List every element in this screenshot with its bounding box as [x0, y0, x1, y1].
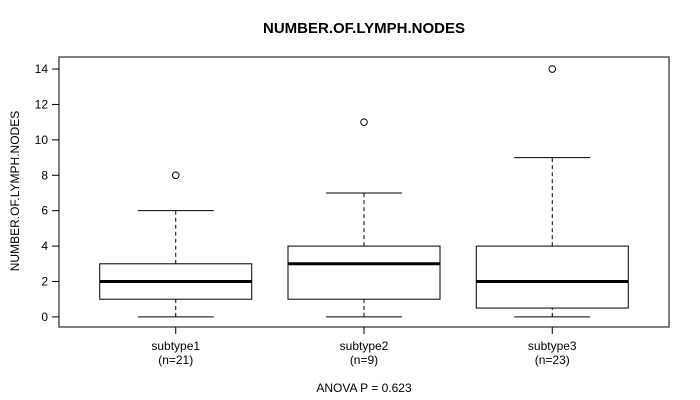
y-tick-label: 6 [41, 204, 48, 218]
anova-annotation: ANOVA P = 0.623 [316, 381, 412, 395]
y-tick-label: 12 [35, 97, 49, 111]
group-label: subtype1 [151, 339, 200, 353]
y-tick-label: 2 [41, 274, 48, 288]
y-tick-label: 8 [41, 168, 48, 182]
group-count-label: (n=23) [535, 353, 570, 367]
y-tick-label: 14 [35, 62, 49, 76]
outlier-point [360, 118, 368, 126]
group-label: subtype3 [528, 339, 577, 353]
outlier-point [171, 171, 180, 180]
y-tick-label: 0 [41, 310, 48, 324]
y-tick-label: 4 [41, 239, 48, 253]
group-label: subtype2 [340, 339, 389, 353]
chart-title: NUMBER.OF.LYMPH.NODES [263, 20, 465, 37]
y-tick-label: 10 [35, 133, 49, 147]
group-count-label: (n=9) [350, 353, 378, 367]
iqr-box [475, 245, 629, 309]
outlier-point [548, 65, 557, 73]
group-count-label: (n=21) [158, 353, 193, 367]
iqr-box [287, 245, 441, 300]
